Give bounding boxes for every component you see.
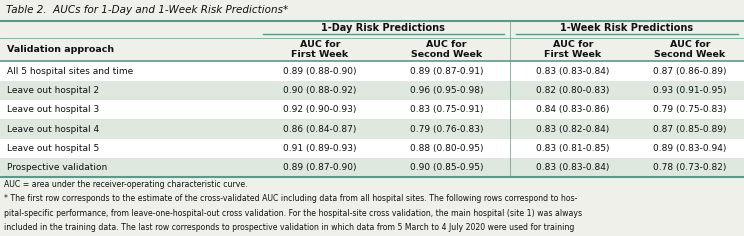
Text: Leave out hospital 5: Leave out hospital 5 (7, 144, 100, 153)
Text: All 5 hospital sites and time: All 5 hospital sites and time (7, 67, 134, 76)
Text: AUC for
First Week: AUC for First Week (292, 40, 348, 59)
Text: Table 2.  AUCs for 1-Day and 1-Week Risk Predictions*: Table 2. AUCs for 1-Day and 1-Week Risk … (6, 5, 288, 15)
Bar (0, 119, 744, 139)
Bar (0, 158, 744, 177)
Text: 0.84 (0.83-0.86): 0.84 (0.83-0.86) (536, 105, 609, 114)
Bar (0, 22, 744, 38)
Text: pital-specific performance, from leave-one-hospital-out cross validation. For th: pital-specific performance, from leave-o… (4, 209, 582, 218)
Text: included in the training data. The last row corresponds to prospective validatio: included in the training data. The last … (4, 223, 574, 232)
Text: 0.89 (0.88-0.90): 0.89 (0.88-0.90) (283, 67, 356, 76)
Text: 0.92 (0.90-0.93): 0.92 (0.90-0.93) (283, 105, 356, 114)
Text: 1-Day Risk Predictions: 1-Day Risk Predictions (321, 23, 445, 33)
Bar (0, 38, 744, 61)
Bar (0, 61, 744, 81)
Text: * The first row corresponds to the estimate of the cross-validated AUC including: * The first row corresponds to the estim… (4, 194, 577, 203)
Text: Prospective validation: Prospective validation (7, 163, 108, 172)
Text: 0.90 (0.88-0.92): 0.90 (0.88-0.92) (283, 86, 356, 95)
Text: 0.79 (0.75-0.83): 0.79 (0.75-0.83) (653, 105, 727, 114)
Text: AUC for
Second Week: AUC for Second Week (411, 40, 482, 59)
Text: 0.89 (0.87-0.90): 0.89 (0.87-0.90) (283, 163, 356, 172)
Text: 0.83 (0.83-0.84): 0.83 (0.83-0.84) (536, 67, 609, 76)
Text: 1-Week Risk Predictions: 1-Week Risk Predictions (560, 23, 693, 33)
Text: 0.79 (0.76-0.83): 0.79 (0.76-0.83) (410, 125, 483, 134)
Text: 0.82 (0.80-0.83): 0.82 (0.80-0.83) (536, 86, 609, 95)
Text: AUC for
First Week: AUC for First Week (545, 40, 601, 59)
Text: 0.87 (0.86-0.89): 0.87 (0.86-0.89) (653, 67, 727, 76)
Text: 0.87 (0.85-0.89): 0.87 (0.85-0.89) (653, 125, 727, 134)
Text: 0.96 (0.95-0.98): 0.96 (0.95-0.98) (410, 86, 483, 95)
Text: 0.89 (0.83-0.94): 0.89 (0.83-0.94) (653, 144, 727, 153)
Text: AUC for
Second Week: AUC for Second Week (655, 40, 725, 59)
Bar (0, 139, 744, 158)
Text: 0.78 (0.73-0.82): 0.78 (0.73-0.82) (653, 163, 727, 172)
Text: 0.89 (0.87-0.91): 0.89 (0.87-0.91) (410, 67, 483, 76)
Text: 0.86 (0.84-0.87): 0.86 (0.84-0.87) (283, 125, 356, 134)
Text: 0.83 (0.83-0.84): 0.83 (0.83-0.84) (536, 163, 609, 172)
Text: Leave out hospital 4: Leave out hospital 4 (7, 125, 100, 134)
Text: 0.91 (0.89-0.93): 0.91 (0.89-0.93) (283, 144, 356, 153)
Text: 0.83 (0.82-0.84): 0.83 (0.82-0.84) (536, 125, 609, 134)
Text: 0.83 (0.81-0.85): 0.83 (0.81-0.85) (536, 144, 609, 153)
Text: Validation approach: Validation approach (7, 45, 115, 54)
Text: 0.88 (0.80-0.95): 0.88 (0.80-0.95) (410, 144, 483, 153)
Bar (0, 100, 744, 119)
Text: Leave out hospital 3: Leave out hospital 3 (7, 105, 100, 114)
Text: 0.93 (0.91-0.95): 0.93 (0.91-0.95) (653, 86, 727, 95)
Bar (0, 81, 744, 100)
Text: Leave out hospital 2: Leave out hospital 2 (7, 86, 100, 95)
Text: 0.90 (0.85-0.95): 0.90 (0.85-0.95) (410, 163, 483, 172)
Text: AUC = area under the receiver-operating characteristic curve.: AUC = area under the receiver-operating … (4, 180, 247, 189)
Text: 0.83 (0.75-0.91): 0.83 (0.75-0.91) (410, 105, 483, 114)
